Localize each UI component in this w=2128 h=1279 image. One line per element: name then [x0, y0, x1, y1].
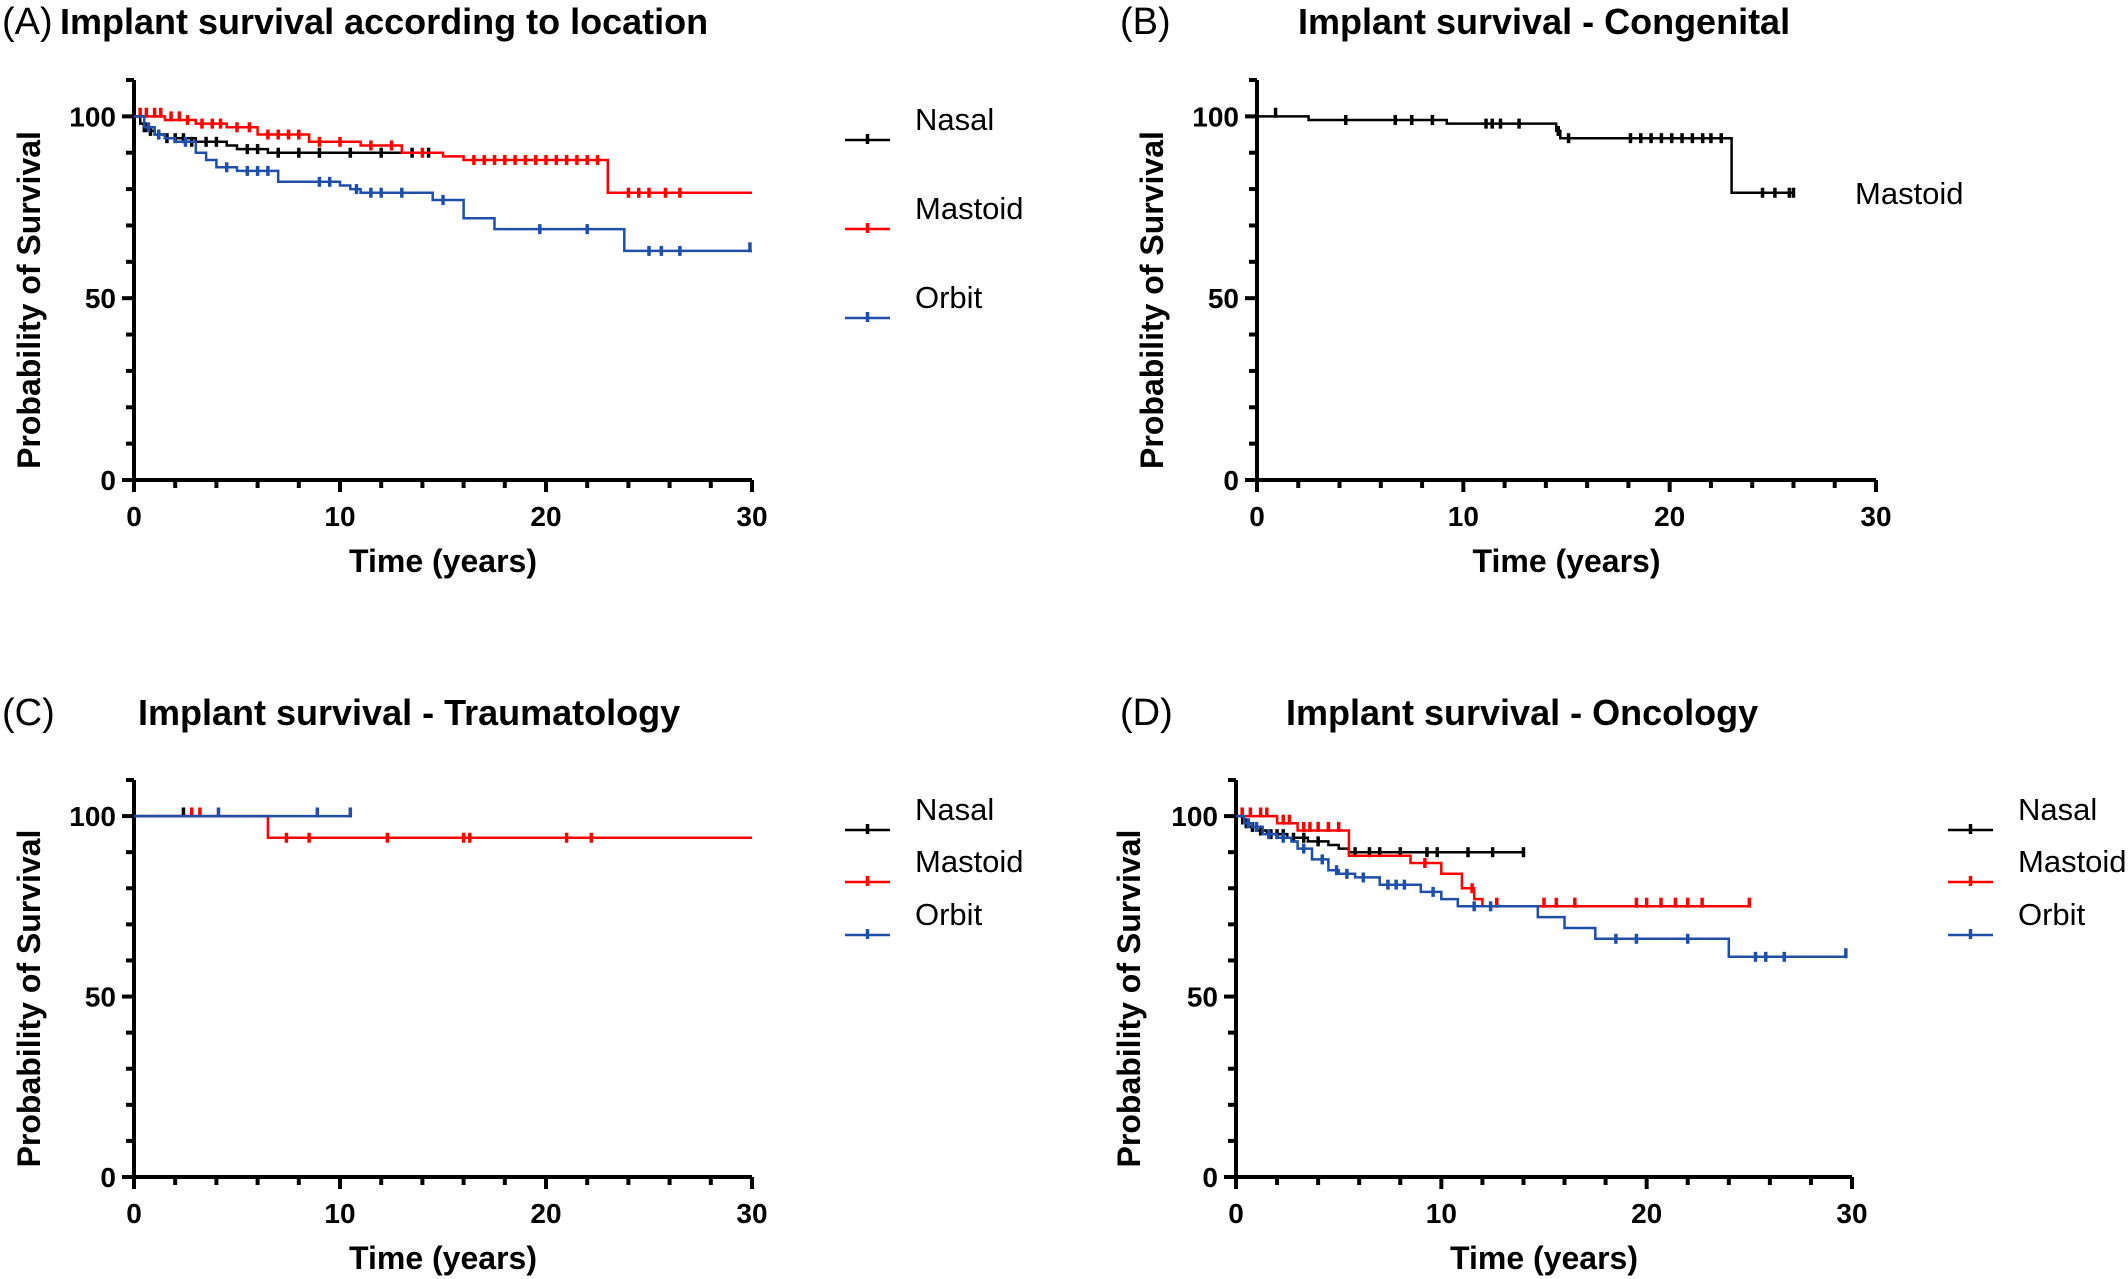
- legend-label-orbit: Orbit: [915, 897, 983, 932]
- y-tick-label: 50: [1187, 982, 1218, 1013]
- x-tick-label: 20: [1631, 1198, 1662, 1229]
- y-tick-label: 100: [1192, 101, 1239, 132]
- x-tick-label: 10: [324, 1198, 355, 1229]
- series-nasal: [134, 115, 433, 158]
- panel-letter: (A): [2, 1, 53, 43]
- x-axis-label: Time (years): [349, 1240, 537, 1276]
- legend-symbol-orbit: [845, 312, 890, 322]
- y-tick-label: 100: [69, 801, 116, 832]
- survival-curve-mastoid: [1236, 814, 1750, 908]
- y-tick-label: 100: [1171, 801, 1218, 832]
- x-tick-label: 20: [530, 501, 561, 532]
- x-axis-label: Time (years): [1450, 1240, 1638, 1276]
- legend: Nasal Mastoid Orbit: [845, 102, 1024, 322]
- x-tick-label: 10: [324, 501, 355, 532]
- legend-symbol-orbit: [845, 929, 890, 939]
- x-tick-label: 10: [1426, 1198, 1457, 1229]
- panel-letter: (C): [2, 692, 55, 734]
- chart-title: Implant survival according to location: [60, 1, 708, 42]
- chart-panel-d: (D) Implant survival - Oncology 0 10 20 30 0 50…: [1111, 692, 2127, 1276]
- survival-curve-orbit: [1236, 814, 1846, 959]
- chart-panel-b: (B) Implant survival - Congenital 0 10 20 30 0…: [1120, 1, 1964, 579]
- survival-curve-mastoid: [134, 814, 752, 839]
- x-tick-label: 30: [1836, 1198, 1867, 1229]
- legend-label-mastoid: Mastoid: [1855, 176, 1964, 211]
- y-tick-label: 0: [1223, 465, 1239, 496]
- chart-title: Implant survival - Congenital: [1298, 1, 1790, 42]
- x-tick-label: 30: [736, 1198, 767, 1229]
- series-mastoid: [134, 807, 752, 843]
- chart-title: Implant survival - Oncology: [1286, 692, 1758, 733]
- y-tick-label: 0: [1202, 1162, 1218, 1193]
- legend-label-mastoid: Mastoid: [915, 844, 1024, 879]
- y-tick-label: 50: [85, 982, 116, 1013]
- x-tick-label: 0: [1228, 1198, 1244, 1229]
- y-axis-label: Probability of Survival: [11, 131, 47, 469]
- y-tick-label: 0: [100, 465, 116, 496]
- legend-symbol-nasal: [845, 824, 890, 834]
- x-tick-label: 20: [530, 1198, 561, 1229]
- x-tick-label: 30: [736, 501, 767, 532]
- legend-label-nasal: Nasal: [915, 792, 994, 827]
- legend-symbol-mastoid: [845, 876, 890, 886]
- x-axis-label: Time (years): [349, 543, 537, 579]
- y-tick-label: 50: [85, 283, 116, 314]
- legend-label-nasal: Nasal: [2018, 792, 2097, 827]
- legend-symbol-mastoid: [1948, 876, 1993, 886]
- legend: Nasal Mastoid Orbit: [1948, 792, 2127, 939]
- legend-symbol-mastoid: [845, 223, 890, 233]
- y-tick-label: 50: [1208, 283, 1239, 314]
- series-orbit: [134, 115, 752, 256]
- legend-symbol-orbit: [1948, 929, 1993, 939]
- panel-letter: (B): [1120, 1, 1171, 43]
- series-orbit: [1236, 814, 1848, 962]
- legend-label-mastoid: Mastoid: [915, 191, 1024, 226]
- survival-curve-nasal: [134, 115, 433, 154]
- x-tick-label: 0: [126, 501, 142, 532]
- legend-label-orbit: Orbit: [915, 280, 983, 315]
- x-tick-label: 0: [126, 1198, 142, 1229]
- series-mastoid: [1236, 807, 1752, 908]
- legend-label-mastoid: Mastoid: [2018, 844, 2127, 879]
- survival-curve-nasal: [1236, 814, 1524, 854]
- x-tick-label: 30: [1860, 501, 1891, 532]
- x-tick-label: 20: [1654, 501, 1685, 532]
- y-axis-label: Probability of Survival: [11, 830, 47, 1168]
- series-orbit: [134, 807, 353, 818]
- survival-curve-orbit: [134, 115, 752, 253]
- x-tick-label: 10: [1448, 501, 1479, 532]
- legend-symbol-nasal: [845, 134, 890, 144]
- series-mastoid: [1257, 107, 1796, 198]
- x-axis-label: Time (years): [1473, 543, 1661, 579]
- chart-panel-a: (A) Implant survival according to locatio…: [2, 1, 1024, 579]
- survival-curve-mastoid: [1257, 115, 1794, 194]
- legend: Nasal Mastoid Orbit: [845, 792, 1024, 939]
- y-tick-label: 0: [100, 1162, 116, 1193]
- y-tick-label: 100: [69, 101, 116, 132]
- legend: Mastoid: [1855, 176, 1964, 211]
- legend-label-orbit: Orbit: [2018, 897, 2086, 932]
- y-axis-label: Probability of Survival: [1134, 131, 1170, 469]
- chart-title: Implant survival - Traumatology: [138, 692, 680, 733]
- survival-curve-mastoid: [134, 115, 752, 194]
- legend-label-nasal: Nasal: [915, 102, 994, 137]
- y-axis-label: Probability of Survival: [1111, 830, 1147, 1168]
- chart-panel-c: (C) Implant survival - Traumatology 0 10 20 3…: [2, 692, 1024, 1276]
- panel-letter: (D): [1120, 692, 1173, 734]
- series-mastoid: [134, 107, 752, 198]
- x-tick-label: 0: [1249, 501, 1265, 532]
- legend-symbol-nasal: [1948, 824, 1993, 834]
